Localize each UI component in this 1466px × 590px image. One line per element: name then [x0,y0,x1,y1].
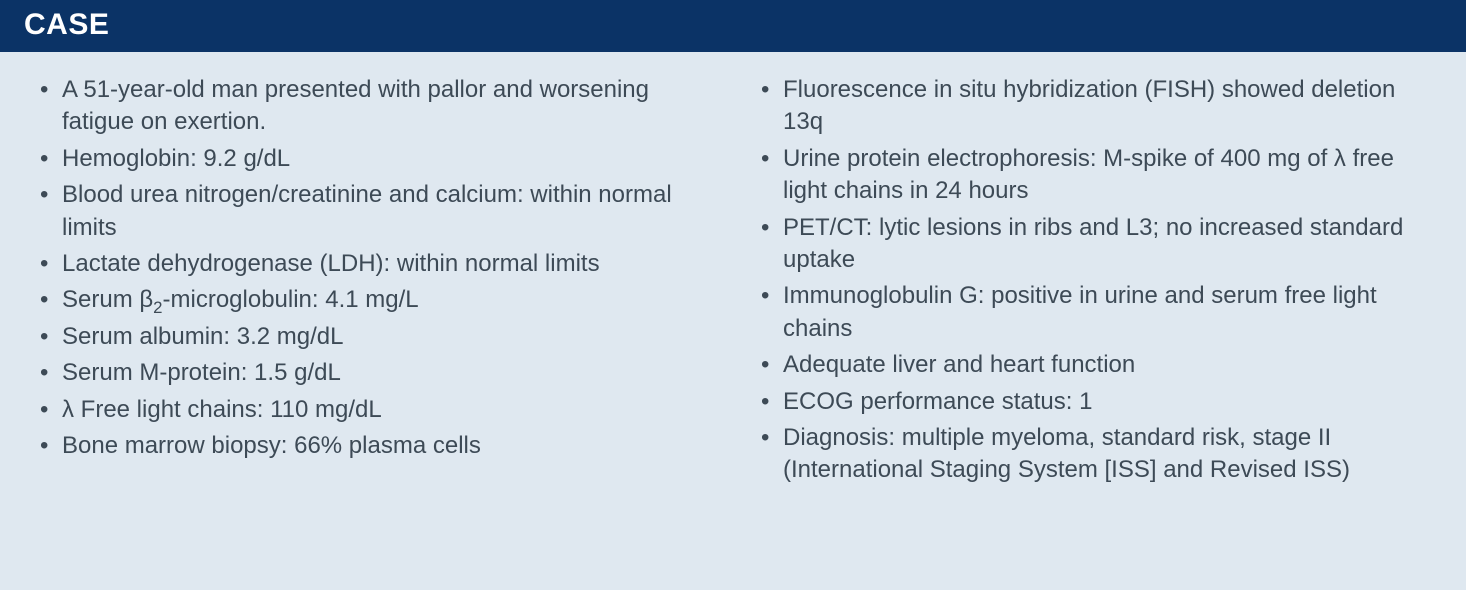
list-item: Bone marrow biopsy: 66% plasma cells [62,430,717,462]
list-item: Adequate liver and heart function [783,349,1438,381]
left-column: A 51-year-old man presented with pallor … [28,74,741,572]
list-item: Lactate dehydrogenase (LDH): within norm… [62,248,717,280]
list-item: Hemoglobin: 9.2 g/dL [62,143,717,175]
case-title: CASE [24,8,109,41]
list-item: Serum albumin: 3.2 mg/dL [62,321,717,353]
right-column: Fluorescence in situ hybridization (FISH… [741,74,1438,572]
right-list: Fluorescence in situ hybridization (FISH… [749,74,1438,487]
case-header: CASE [0,0,1466,52]
list-item: PET/CT: lytic lesions in ribs and L3; no… [783,212,1438,277]
list-item: Serum β2-microglobulin: 4.1 mg/L [62,284,717,316]
list-item: Immunoglobulin G: positive in urine and … [783,280,1438,345]
list-item: ECOG performance status: 1 [783,386,1438,418]
list-item: Urine protein electrophoresis: M-spike o… [783,143,1438,208]
list-item: Diagnosis: multiple myeloma, standard ri… [783,422,1438,487]
left-list: A 51-year-old man presented with pallor … [28,74,717,462]
list-item: Fluorescence in situ hybridization (FISH… [783,74,1438,139]
list-item: Serum M-protein: 1.5 g/dL [62,357,717,389]
list-item: A 51-year-old man presented with pallor … [62,74,717,139]
list-item: λ Free light chains: 110 mg/dL [62,394,717,426]
case-body: A 51-year-old man presented with pallor … [0,52,1466,590]
list-item: Blood urea nitrogen/creatinine and calci… [62,179,717,244]
case-panel: CASE A 51-year-old man presented with pa… [0,0,1466,590]
